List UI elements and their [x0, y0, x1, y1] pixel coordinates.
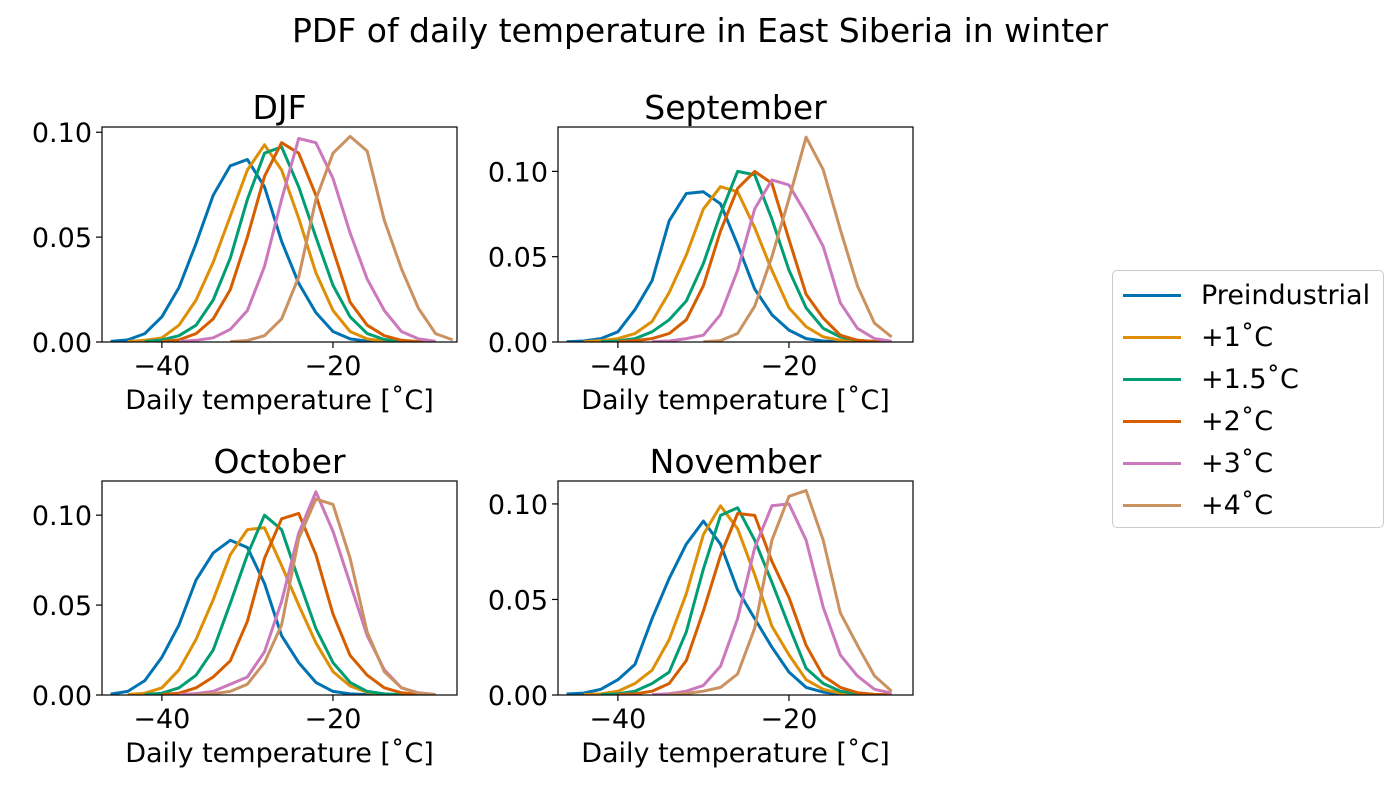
y-tick-label: 0.05 — [32, 223, 92, 254]
x-tick-label: −40 — [589, 351, 646, 382]
legend-swatch-preindustrial — [1123, 293, 1181, 297]
y-tick-label: 0.10 — [32, 118, 92, 149]
legend-label-plus1c: +1˚C — [1201, 321, 1274, 353]
y-tick-label: 0.00 — [488, 681, 548, 712]
y-tick-label: 0.00 — [32, 328, 92, 359]
y-tick-label: 0.10 — [488, 157, 548, 188]
x-tick-label: −40 — [133, 704, 190, 735]
x-tick-label: −20 — [760, 704, 817, 735]
series-line-plus4c — [669, 489, 893, 695]
x-tick-label: −40 — [589, 704, 646, 735]
y-tick-label: 0.05 — [32, 591, 92, 622]
y-tick-label: 0.05 — [488, 243, 548, 274]
legend-swatch-plus3c — [1123, 461, 1181, 465]
legend-label-plus3c: +3˚C — [1201, 447, 1274, 479]
series-line-plus1c — [127, 143, 402, 342]
legend-label-plus2c: +2˚C — [1201, 405, 1274, 437]
x-axis-label: Daily temperature [˚C] — [581, 738, 890, 769]
subplot-grid: DJF −40 −20 0.00 0.05 0.10 Daily temperature [… — [32, 88, 914, 769]
y-tick-label: 0.00 — [32, 681, 92, 712]
x-tick-label: −20 — [304, 704, 361, 735]
figure-suptitle: PDF of daily temperature in East Siberia… — [292, 11, 1108, 50]
series-line-plus1-5c — [600, 169, 875, 342]
axes-frame — [101, 126, 458, 343]
subplot-november: November −40 −20 0.00 0.05 0.10 Daily temperat… — [488, 442, 914, 769]
series-line-preindustrial — [110, 538, 385, 695]
subplot-title: DJF — [252, 88, 306, 127]
subplot-title: November — [650, 442, 822, 481]
series-line-plus1c — [127, 526, 402, 695]
series-line-plus1c — [583, 504, 858, 695]
x-tick-label: −20 — [760, 351, 817, 382]
legend-label-plus1-5c: +1.5˚C — [1201, 363, 1299, 395]
axes-frame — [101, 480, 458, 696]
y-tick-label: 0.10 — [488, 490, 548, 521]
y-tick-label: 0.00 — [488, 328, 548, 359]
series-line-plus4c — [703, 135, 893, 342]
subplot-october: October −40 −20 0.00 0.05 0.10 Daily temperatu… — [32, 442, 458, 769]
axes-frame — [557, 126, 914, 343]
series-line-plus1-5c — [144, 513, 419, 695]
legend-swatch-plus1c — [1123, 335, 1181, 339]
y-tick-label: 0.10 — [32, 501, 92, 532]
series-line-plus2c — [161, 511, 436, 695]
series-line-plus4c — [196, 497, 436, 695]
legend-swatch-plus2c — [1123, 419, 1181, 423]
legend-item-plus1-5c: +1.5˚C — [1123, 358, 1299, 400]
legend-swatch-plus4c — [1123, 503, 1181, 507]
series-line-plus3c — [652, 178, 892, 342]
legend-label-preindustrial: Preindustrial — [1201, 279, 1371, 311]
x-axis-label: Daily temperature [˚C] — [581, 385, 890, 416]
series-line-preindustrial — [110, 158, 385, 342]
legend-item-plus4c: +4˚C — [1123, 484, 1273, 526]
legend-label-plus4c: +4˚C — [1201, 489, 1274, 521]
subplot-september: September −40 −20 0.00 0.05 0.10 Daily tempera… — [488, 88, 914, 416]
series-line-preindustrial — [566, 190, 841, 342]
legend-item-plus2c: +2˚C — [1123, 400, 1273, 442]
series-line-preindustrial — [566, 519, 841, 695]
y-tick-label: 0.05 — [488, 585, 548, 616]
legend-item-plus3c: +3˚C — [1123, 442, 1273, 484]
legend-swatch-plus1-5c — [1123, 377, 1181, 381]
series-line-plus3c — [652, 502, 892, 695]
series-line-plus1-5c — [600, 506, 875, 695]
x-axis-label: Daily temperature [˚C] — [125, 385, 434, 416]
legend-item-plus1c: +1˚C — [1123, 316, 1273, 358]
series-line-plus2c — [617, 169, 892, 342]
x-tick-label: −20 — [304, 351, 361, 382]
legend-item-preindustrial: Preindustrial — [1123, 274, 1370, 316]
x-axis-label: Daily temperature [˚C] — [125, 738, 434, 769]
series-line-plus2c — [617, 512, 892, 695]
subplot-title: September — [644, 88, 827, 127]
series-line-plus4c — [230, 134, 454, 342]
subplot-title: October — [213, 442, 345, 481]
legend: Preindustrial +1˚C +1.5˚C +2˚C +3˚C +4˚C — [1112, 270, 1384, 528]
x-tick-label: −40 — [133, 351, 190, 382]
axes-frame — [557, 480, 914, 696]
series-line-plus1-5c — [144, 145, 419, 342]
series-line-plus2c — [161, 141, 436, 342]
series-line-plus3c — [178, 137, 436, 342]
series-line-plus1c — [583, 185, 858, 342]
subplot-djf: DJF −40 −20 0.00 0.05 0.10 Daily temperature [… — [32, 88, 458, 416]
